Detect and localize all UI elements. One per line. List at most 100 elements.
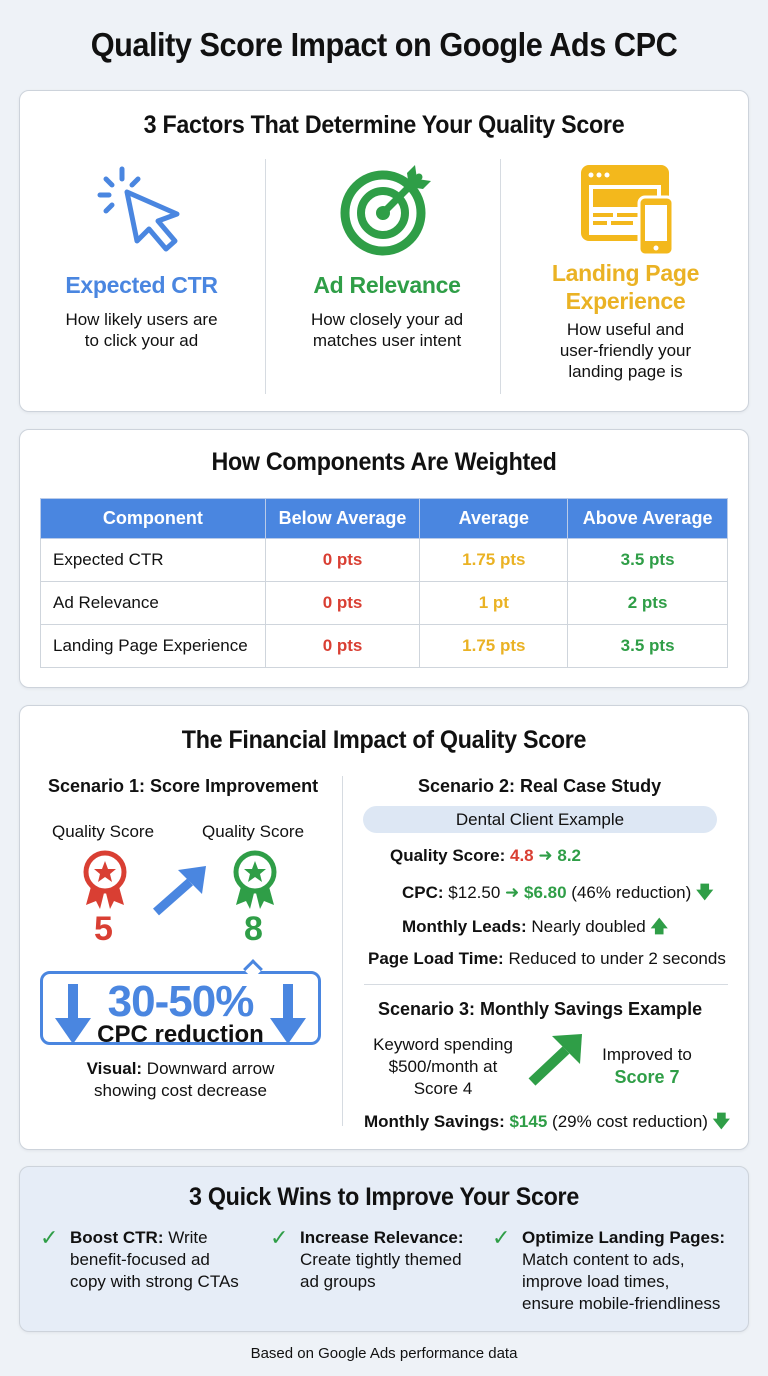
financial-title: The Financial Impact of Quality Score <box>181 726 587 754</box>
factor-name-line: Landing Page <box>551 260 700 286</box>
win-text: Increase Relevance: Create tightly theme… <box>300 1227 464 1293</box>
savings-after-score: Score 7 <box>614 1067 680 1087</box>
table-row: Expected CTR 0 pts 1.75 pts 3.5 pts <box>40 538 728 582</box>
savings-before-line: Keyword spending <box>373 1035 513 1054</box>
page-title: Quality Score Impact on Google Ads CPC <box>90 26 678 63</box>
factors-title: 3 Factors That Determine Your Quality Sc… <box>143 111 625 139</box>
visual-note-text: showing cost decrease <box>94 1081 267 1100</box>
right-arrow-icon: ➜ <box>538 846 553 865</box>
load-label: Page Load Time: <box>368 949 504 968</box>
win-line: Create tightly themed <box>300 1250 462 1269</box>
factor-expected-ctr: Expected CTR How likely users are to cli… <box>20 159 263 394</box>
qs-label: Quality Score: <box>390 846 506 865</box>
down-arrow-icon: 🡇 <box>712 1112 731 1131</box>
load-value: Reduced to under 2 seconds <box>508 949 726 968</box>
weights-card: How Components Are Weighted Component Be… <box>19 429 749 688</box>
cpc-before: $12.50 <box>448 883 501 902</box>
qs-before: 4.8 <box>510 846 534 865</box>
factor-desc-line: How closely your ad <box>310 310 464 329</box>
up-arrow-icon: 🡅 <box>650 917 668 936</box>
cell-average: 1 pt <box>419 581 569 625</box>
after-score: 8 <box>244 910 263 948</box>
scenario-divider <box>364 984 728 985</box>
table-row: Ad Relevance 0 pts 1 pt 2 pts <box>40 581 728 625</box>
case-study-pill: Dental Client Example <box>363 806 717 833</box>
cpc-label: CPC: <box>402 883 444 902</box>
savings-up-arrow-icon <box>528 1034 584 1091</box>
factor-name: Ad Relevance <box>313 272 461 298</box>
win-bold: Boost CTR: <box>70 1228 164 1247</box>
win-line: ad groups <box>300 1272 376 1291</box>
quick-wins-card: 3 Quick Wins to Improve Your Score ✓ Boo… <box>19 1166 749 1332</box>
table-header-row: Component Below Average Average Above Av… <box>40 498 728 539</box>
checkmark-icon: ✓ <box>270 1225 289 1250</box>
win-line: improve load times, <box>522 1272 670 1291</box>
checkmark-icon: ✓ <box>492 1225 511 1250</box>
monthly-savings: Monthly Savings: $145 (29% cost reductio… <box>364 1109 730 1138</box>
scenario2-title: Scenario 2: Real Case Study <box>418 776 662 796</box>
award-ribbon-green-icon <box>232 849 278 916</box>
cpc-reduction-percent: 30-50% <box>107 977 255 1026</box>
savings-value: $145 <box>509 1112 548 1131</box>
header-above-average: Above Average <box>567 498 728 539</box>
cell-above: 3.5 pts <box>567 538 728 582</box>
cell-component: Expected CTR <box>40 538 266 582</box>
scenario3-title: Scenario 3: Monthly Savings Example <box>378 999 703 1019</box>
visual-note-bold: Visual: <box>86 1059 143 1078</box>
case-monthly-leads: Monthly Leads: Nearly doubled 🡅 <box>402 914 668 943</box>
table-row: Landing Page Experience 0 pts 1.75 pts 3… <box>40 624 728 668</box>
scenario1-title: Scenario 1: Score Improvement <box>48 776 319 796</box>
header-average: Average <box>419 498 569 539</box>
savings-note: (29% cost reduction) <box>552 1112 708 1131</box>
cell-average: 1.75 pts <box>419 538 569 582</box>
down-arrow-right-icon <box>270 984 306 1049</box>
after-score-label: Quality Score <box>202 822 305 841</box>
win-line: ensure mobile-friendliness <box>522 1294 721 1313</box>
footer-note: Based on Google Ads performance data <box>250 1345 518 1362</box>
cpc-reduction-label: CPC reduction <box>97 1021 264 1048</box>
award-ribbon-red-icon <box>82 849 128 916</box>
win-line: Write <box>163 1228 208 1247</box>
header-below-average: Below Average <box>264 498 421 539</box>
target-arrow-icon <box>266 159 508 259</box>
win-bold: Increase Relevance: <box>300 1228 464 1247</box>
cell-component: Landing Page Experience <box>40 624 266 668</box>
cell-above: 3.5 pts <box>567 624 728 668</box>
win-line: Match content to ads, <box>522 1250 685 1269</box>
cell-below: 0 pts <box>264 538 421 582</box>
cell-below: 0 pts <box>264 624 421 668</box>
factor-name: Landing Page Experience <box>501 259 750 315</box>
leads-label: Monthly Leads: <box>402 917 527 936</box>
wins-title: 3 Quick Wins to Improve Your Score <box>189 1183 579 1211</box>
financial-impact-card: The Financial Impact of Quality Score Sc… <box>19 705 749 1150</box>
factor-desc-line: user-friendly your <box>559 341 692 360</box>
qs-after: 8.2 <box>557 846 581 865</box>
win-text: Optimize Landing Pages: Match content to… <box>522 1227 725 1315</box>
leads-value: Nearly doubled <box>531 917 646 936</box>
factor-landing-page-experience: Landing Page Experience How useful and u… <box>500 159 750 394</box>
checkmark-icon: ✓ <box>40 1225 59 1250</box>
header-component: Component <box>40 498 266 539</box>
win-line: benefit-focused ad <box>70 1250 210 1269</box>
weights-title: How Components Are Weighted <box>211 448 557 476</box>
factor-name: Expected CTR <box>65 272 218 298</box>
visual-note-text: Downward arrow <box>142 1059 275 1078</box>
cpc-after: $6.80 <box>524 883 567 902</box>
cell-component: Ad Relevance <box>40 581 266 625</box>
cpc-note: (46% reduction) <box>571 883 692 902</box>
cursor-click-icon <box>20 159 263 259</box>
cell-below: 0 pts <box>264 581 421 625</box>
case-page-load: Page Load Time: Reduced to under 2 secon… <box>368 949 726 969</box>
savings-after-line: Improved to <box>602 1045 692 1064</box>
column-divider <box>342 776 343 1126</box>
factor-desc-line: landing page is <box>568 362 683 381</box>
case-cpc: CPC: $12.50 ➜ $6.80 (46% reduction) 🡇 <box>402 880 714 909</box>
factors-card: 3 Factors That Determine Your Quality Sc… <box>19 90 749 412</box>
factor-ad-relevance: Ad Relevance How closely your ad matches… <box>265 159 508 394</box>
before-score-label: Quality Score <box>52 822 155 841</box>
down-arrow-icon: 🡇 <box>696 883 714 902</box>
cell-above: 2 pts <box>567 581 728 625</box>
factor-desc: How closely your ad matches user intent <box>266 309 508 351</box>
win-bold: Optimize Landing Pages: <box>522 1228 726 1247</box>
visual-note: Visual: Downward arrow showing cost decr… <box>40 1058 321 1102</box>
